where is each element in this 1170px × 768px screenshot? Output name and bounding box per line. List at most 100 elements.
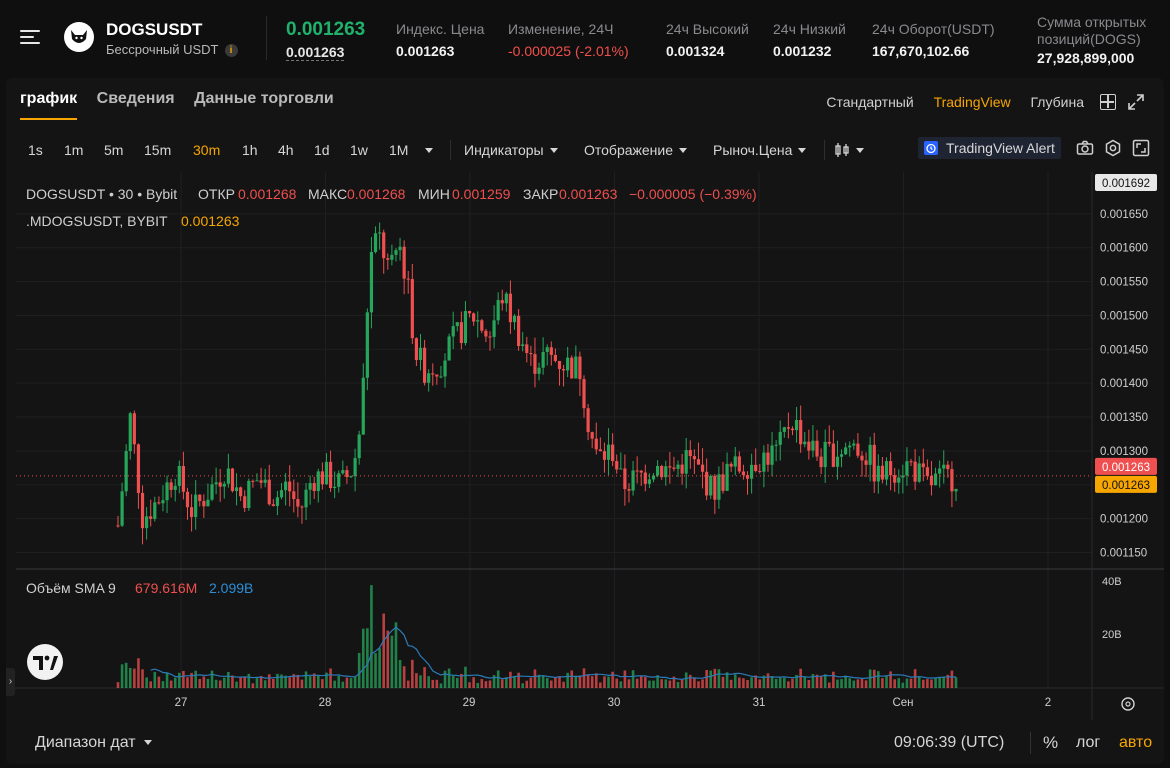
volume-bar [815,674,819,688]
timeframe-more-dropdown[interactable] [419,142,433,158]
volume-bar [247,673,251,688]
stat-label: Сумма открытых [1037,14,1147,30]
price-axis-top-label: 0.001692 [1095,174,1157,191]
candle-body [271,504,275,506]
volume-bar [652,680,655,688]
volume-bar [562,681,565,688]
volume-bar [296,674,300,688]
camera-icon[interactable] [1076,139,1094,157]
volume-bar [631,670,635,688]
timeframe-1h[interactable]: 1h [242,142,258,158]
price-tick-label: 0.001200 [1100,514,1148,526]
candle-body [660,465,664,478]
volume-bar [917,676,921,688]
candle-body [476,320,480,322]
volume-bar [921,679,925,688]
display-label: Отображение [584,142,674,158]
percent-scale-toggle[interactable]: % [1043,733,1059,752]
timeframe-1M[interactable]: 1M [389,142,409,158]
view-depth[interactable]: Глубина [1030,94,1084,110]
candle-body [198,494,202,501]
timeframe-1m[interactable]: 1m [64,142,84,158]
collapse-handle[interactable]: › [6,668,15,696]
tradingview-logo[interactable] [27,644,63,680]
stat-index-price: Индекс. Цена 0.001263 [396,21,484,59]
price-tick-label: 0.001150 [1100,547,1147,559]
volume-bar [178,672,181,688]
chevron-down-icon [425,148,433,153]
timeframe-4h[interactable]: 4h [278,142,294,158]
price-type-dropdown[interactable]: Рыноч.Цена [713,142,807,158]
volume-bar [227,671,230,688]
mark-price[interactable]: 0.001263 [286,44,345,61]
info-icon[interactable]: i [224,44,238,57]
volume-bar [578,675,582,688]
log-scale-toggle[interactable]: лог [1076,734,1101,751]
time-axis[interactable]: 27 28 29 30 31 Сен 2 [175,697,1052,709]
tradingview-alert-button[interactable]: TradingView Alert [918,137,1061,159]
volume-bar [214,679,218,688]
candle-body [161,500,165,504]
price-axis[interactable]: 0.001650 0.001600 0.001550 0.001500 0.001450… [1100,209,1148,560]
candle-body [517,315,521,347]
date-range-dropdown[interactable]: Диапазон дат [35,734,152,752]
menu-icon[interactable] [20,27,42,47]
timeframe-5m[interactable]: 5m [104,142,124,158]
volume-bar [889,671,892,688]
price-tick-label: 0.001350 [1100,412,1148,424]
candle-body [288,481,292,492]
candle-body [431,373,435,375]
symbol-name[interactable]: DOGSUSDT [106,20,203,39]
top-price-label: 0.001692 [1102,178,1150,190]
fullscreen-icon[interactable] [1126,92,1146,112]
candle-body [239,487,243,497]
legend-mark-value: 0.001263 [181,213,240,229]
chart-type-dropdown[interactable] [834,142,864,158]
candle-body [189,507,194,518]
timeframe-1s[interactable]: 1s [28,142,43,158]
candle-body [856,443,860,456]
settings-gear-icon[interactable] [1104,139,1122,157]
candle-body [455,322,459,327]
volume-bar [447,668,451,688]
volume-bar [656,675,659,688]
volume-tick-label: 40B [1102,576,1122,588]
candle-body [341,470,345,474]
volume-bar [443,670,447,688]
candle-body [472,313,476,322]
volume-bar [337,675,341,688]
indicators-dropdown[interactable]: Индикаторы [464,142,558,158]
chart-fullscreen-icon[interactable] [1132,139,1150,157]
timeframe-1d[interactable]: 1d [314,142,330,158]
display-dropdown[interactable]: Отображение [584,142,688,158]
timeframe-15m[interactable]: 15m [144,142,172,158]
volume-bar [877,671,880,688]
timeframe-1w[interactable]: 1w [350,142,368,158]
volume-bar [173,677,177,688]
tab-info[interactable]: Сведения [96,90,175,107]
legend-open-value: 0.001268 [238,186,297,202]
volume-bar [864,680,868,688]
volume-bar [128,667,132,688]
candle-body [864,460,868,465]
auto-scale-toggle[interactable]: авто [1119,734,1153,751]
tab-trading-data[interactable]: Данные торговли [194,90,334,107]
timeframe-30m[interactable]: 30m [193,142,221,158]
view-tradingview[interactable]: TradingView [933,94,1011,110]
layout-grid-icon[interactable] [1100,94,1116,110]
stat-label: Изменение, 24Ч [508,21,614,37]
chevron-down-icon [798,148,807,153]
price-tick-label: 0.001400 [1100,378,1148,390]
volume-bar [684,672,688,688]
chart-canvas[interactable]: 0.001650 0.001600 0.001550 0.001500 0.001450… [6,172,1164,720]
legend-volume-value: 679.616M [135,580,197,596]
legend-low-label: МИН [418,186,450,202]
volume-bar [599,682,602,688]
utc-clock[interactable]: 09:06:39 (UTC) [894,734,1005,751]
volume-bar [770,676,774,688]
axis-settings-icon[interactable] [1121,697,1135,711]
tradingview-chart[interactable]: 0.001650 0.001600 0.001550 0.001500 0.001450… [6,172,1164,720]
view-standard[interactable]: Стандартный [826,94,914,110]
tab-chart[interactable]: график [20,90,78,120]
candles-icon [835,143,849,157]
